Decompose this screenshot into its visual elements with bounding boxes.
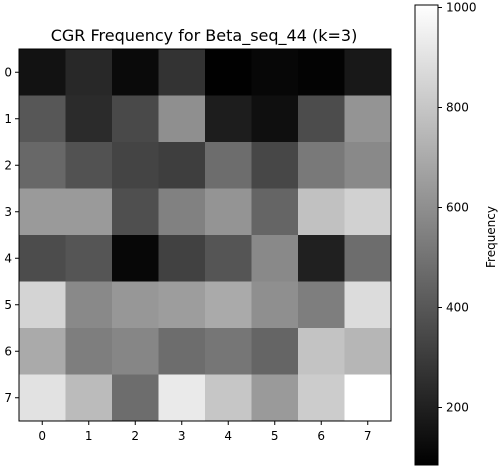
- heatmap-cell: [112, 374, 159, 422]
- heatmap-cell: [65, 95, 113, 143]
- y-tick-label: 5: [4, 298, 12, 312]
- colorbar-tick-label: 1000: [446, 1, 477, 15]
- heatmap-cell: [344, 95, 392, 143]
- heatmap-cell: [205, 328, 252, 375]
- heatmap-cell: [251, 374, 299, 422]
- heatmap-cell: [205, 281, 252, 329]
- x-tick-label: 4: [224, 429, 232, 443]
- heatmap-cell: [158, 188, 206, 236]
- heatmap-cell: [158, 374, 206, 422]
- heatmap-cell: [65, 49, 113, 96]
- heatmap-cell: [65, 374, 113, 422]
- heatmap-cell: [158, 142, 206, 189]
- heatmap-cell: [205, 188, 252, 236]
- colorbar: [414, 4, 439, 466]
- heatmap-cell: [251, 142, 299, 189]
- heatmap-cell: [344, 188, 392, 236]
- heatmap-cell: [298, 374, 345, 422]
- heatmap-cell: [205, 374, 252, 422]
- heatmap-cell: [112, 235, 159, 282]
- heatmap-cell: [158, 281, 206, 329]
- colorbar-ticks: 200 400 600 800 1000: [438, 1, 477, 415]
- heatmap-cell: [251, 235, 299, 282]
- x-tick-label: 1: [85, 429, 93, 443]
- x-axis-ticks: 0 1 2 3 4 5 6 7: [38, 421, 372, 443]
- heatmap-cell: [298, 235, 345, 282]
- heatmap-cell: [19, 188, 66, 236]
- heatmap-cell: [298, 281, 345, 329]
- colorbar-tick-label: 800: [446, 101, 469, 115]
- heatmap-cell: [298, 328, 345, 375]
- heatmap-cell: [65, 142, 113, 189]
- heatmap-cell: [251, 188, 299, 236]
- heatmap-cell: [344, 49, 392, 96]
- y-axis-ticks: 0 1 2 3 4 5 6 7: [4, 65, 19, 405]
- y-tick-label: 4: [4, 251, 12, 265]
- heatmap-cell: [65, 281, 113, 329]
- y-tick-label: 7: [4, 391, 12, 405]
- heatmap-cell: [251, 328, 299, 375]
- heatmap-cell: [205, 95, 252, 143]
- heatmap-cell: [205, 49, 252, 96]
- heatmap-cell: [112, 281, 159, 329]
- heatmap-cell: [205, 235, 252, 282]
- colorbar-tick-label: 400: [446, 301, 469, 315]
- colorbar-label: Frequency: [484, 206, 498, 268]
- plot-frame: [18, 48, 392, 422]
- x-tick-label: 0: [38, 429, 46, 443]
- heatmap-cell: [298, 95, 345, 143]
- heatmap-cells: [19, 49, 392, 422]
- heatmap-cell: [65, 235, 113, 282]
- heatmap-cell: [19, 281, 66, 329]
- heatmap-cell: [205, 142, 252, 189]
- heatmap-cell: [112, 142, 159, 189]
- heatmap-cell: [251, 49, 299, 96]
- heatmap-cell: [112, 49, 159, 96]
- heatmap-cell: [298, 142, 345, 189]
- y-tick-label: 3: [4, 205, 12, 219]
- x-tick-label: 2: [131, 429, 139, 443]
- x-tick-label: 7: [364, 429, 372, 443]
- heatmap-cell: [19, 235, 66, 282]
- heatmap-cell: [344, 281, 392, 329]
- y-tick-label: 0: [4, 65, 12, 79]
- heatmap-cell: [19, 142, 66, 189]
- heatmap-cell: [344, 142, 392, 189]
- heatmap-cell: [65, 188, 113, 236]
- heatmap-cell: [251, 95, 299, 143]
- heatmap-cell: [19, 328, 66, 375]
- heatmap-cell: [298, 188, 345, 236]
- heatmap-cell: [65, 328, 113, 375]
- y-tick-label: 6: [4, 344, 12, 358]
- heatmap-cell: [112, 95, 159, 143]
- chart-title: CGR Frequency for Beta_seq_44 (k=3): [51, 26, 358, 46]
- y-tick-label: 1: [4, 112, 12, 126]
- colorbar-tick-label: 200: [446, 401, 469, 415]
- heatmap-cell: [112, 328, 159, 375]
- x-tick-label: 6: [317, 429, 325, 443]
- heatmap-cell: [344, 328, 392, 375]
- heatmap-cell: [112, 188, 159, 236]
- heatmap-cell: [19, 374, 66, 422]
- heatmap-cell: [19, 49, 66, 96]
- heatmap-cell: [344, 235, 392, 282]
- heatmap-cell: [158, 49, 206, 96]
- heatmap-cell: [251, 281, 299, 329]
- heatmap-cell: [19, 95, 66, 143]
- heatmap-cell: [344, 374, 392, 422]
- heatmap-cell: [298, 49, 345, 96]
- heatmap-cell: [158, 235, 206, 282]
- heatmap-cell: [158, 328, 206, 375]
- heatmap-cell: [158, 95, 206, 143]
- colorbar-tick-label: 600: [446, 201, 469, 215]
- y-tick-label: 2: [4, 158, 12, 172]
- x-tick-label: 5: [271, 429, 279, 443]
- x-tick-label: 3: [178, 429, 186, 443]
